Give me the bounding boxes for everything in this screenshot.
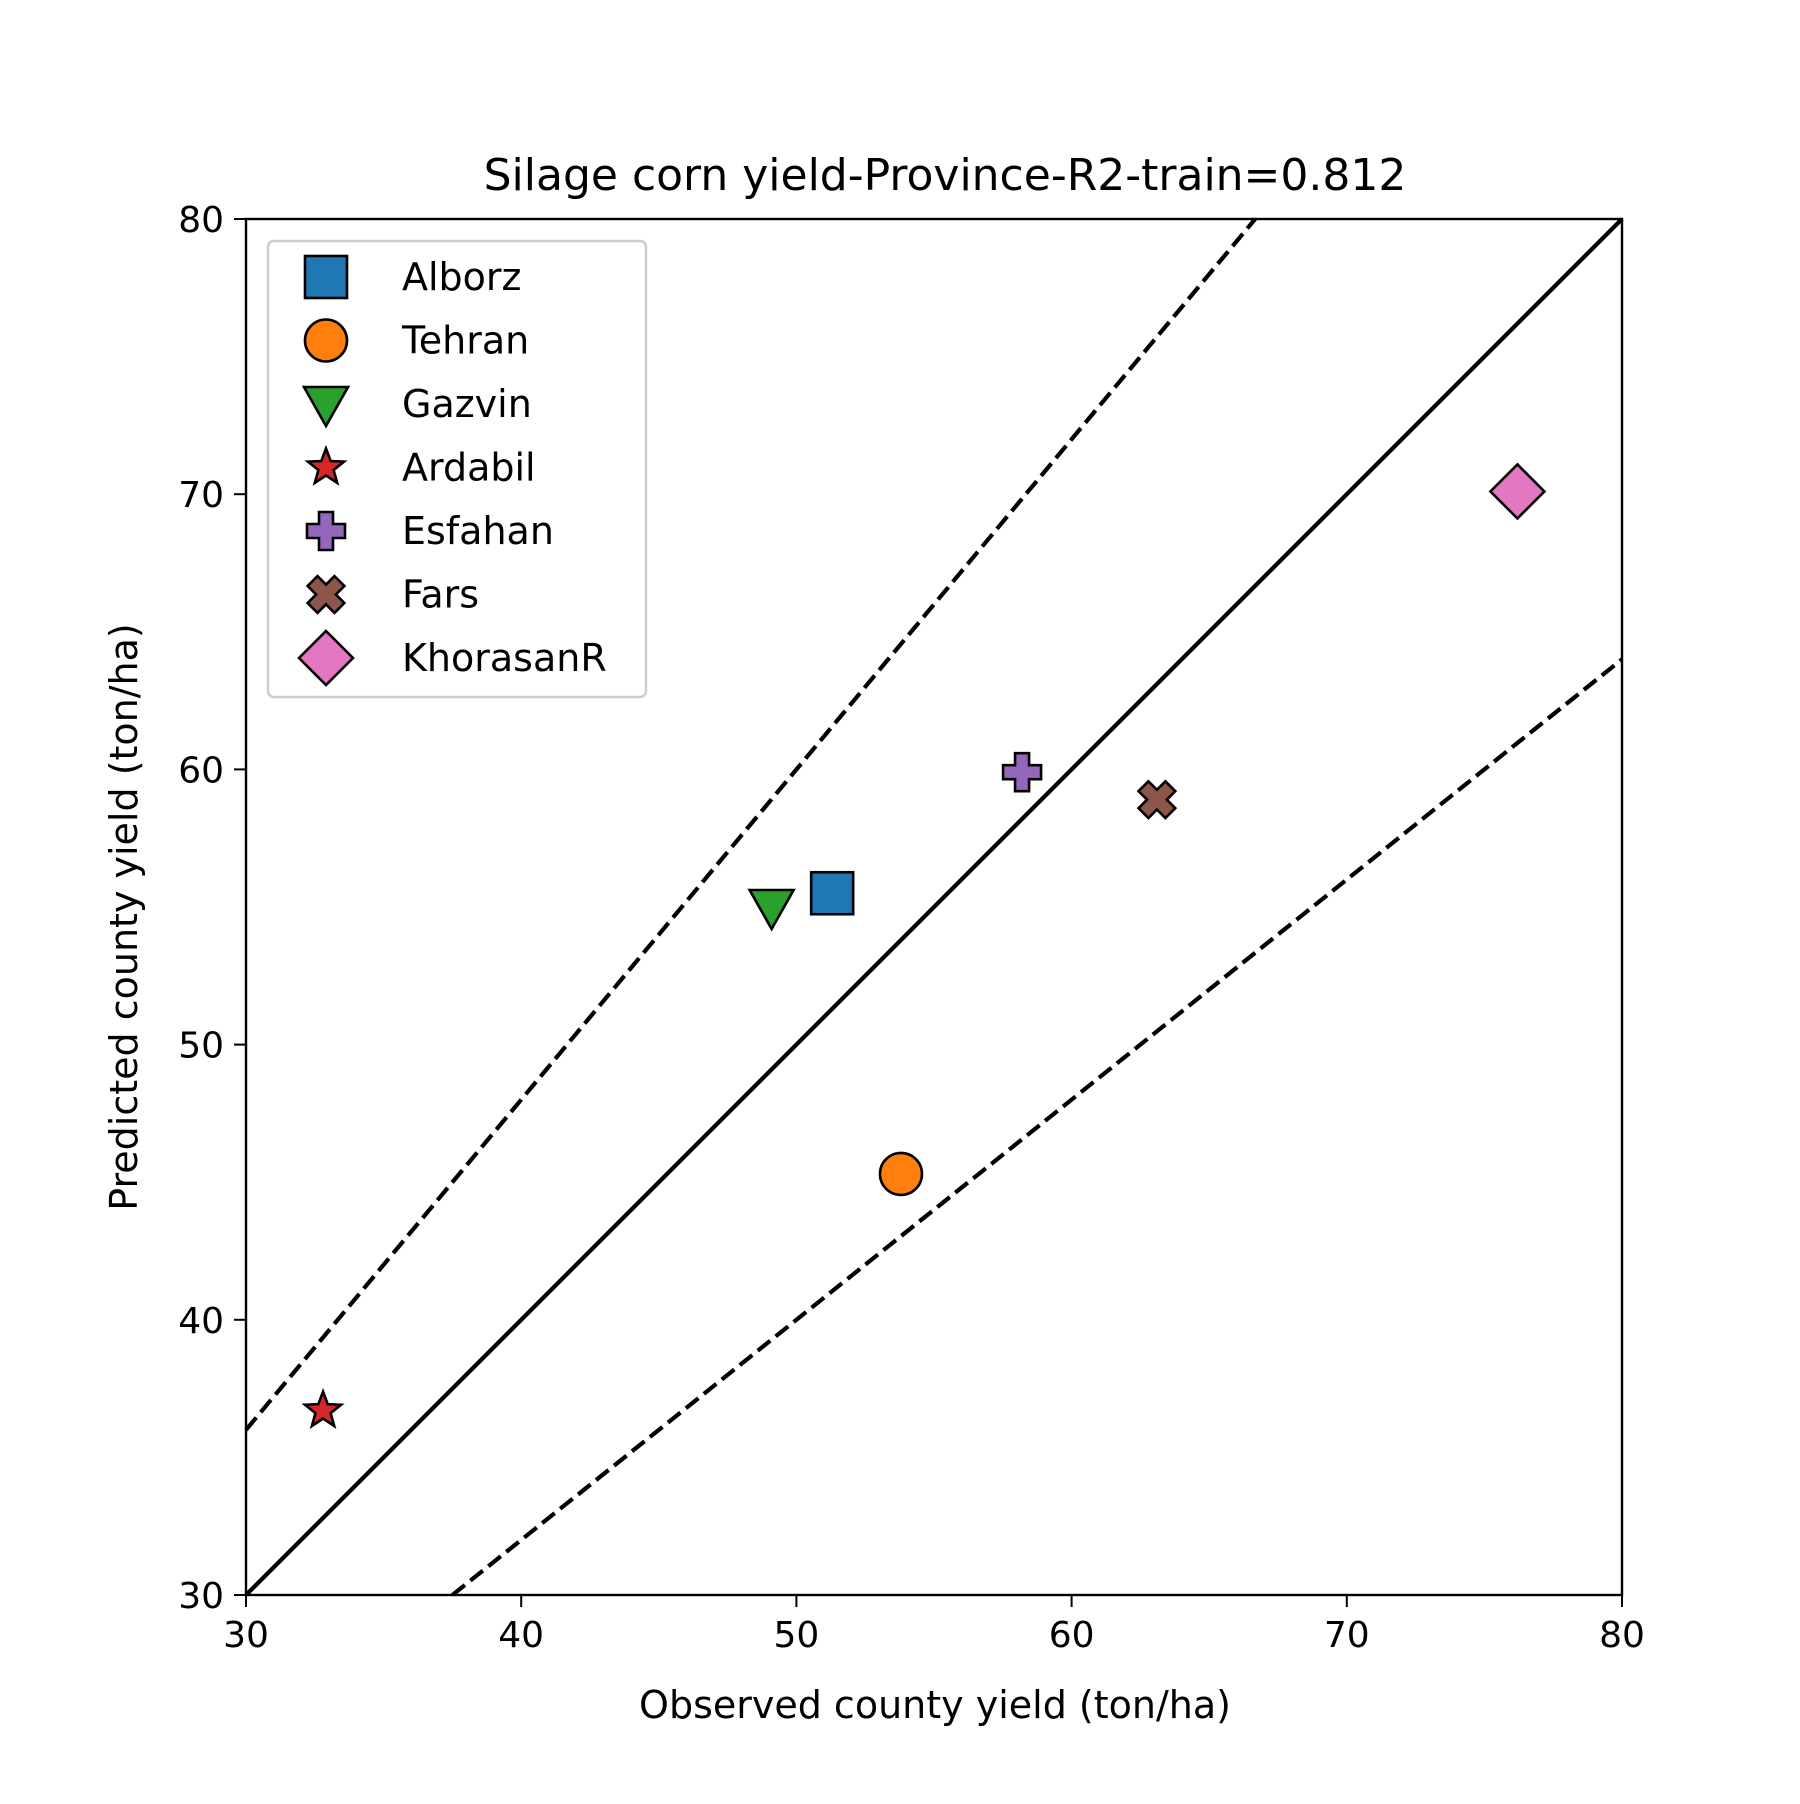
reference-line-1-to-1 (244, 217, 1624, 1597)
x-tick-label: 60 (1049, 1615, 1095, 1656)
legend-marker-tehran (303, 318, 349, 363)
legend-marker-ardabil (304, 444, 348, 486)
data-point-gazvin (747, 888, 796, 932)
y-tick-label: 70 (178, 475, 224, 516)
data-point-khorasanr (1488, 462, 1547, 521)
legend-label-esfahan: Esfahan (402, 509, 554, 553)
legend-marker-gazvin (301, 385, 351, 429)
x-tick-label: 40 (498, 1615, 544, 1656)
x-axis-ticks: 30 40 50 60 70 80 (223, 1595, 1645, 1656)
legend-label-khorasanr: KhorasanR (402, 636, 607, 680)
plot-area-frame (244, 217, 1624, 1597)
legend-label-ardabil: Ardabil (402, 446, 536, 490)
y-tick-label: 40 (178, 1301, 224, 1342)
y-tick-label: 50 (178, 1026, 224, 1067)
y-axis-ticks: 30 40 50 60 70 80 (178, 200, 246, 1617)
data-point-fars (1136, 779, 1178, 820)
legend-marker-khorasanr (297, 629, 355, 687)
x-tick-label: 30 (223, 1615, 269, 1656)
legend-label-gazvin: Gazvin (402, 382, 532, 426)
legend: Alborz Tehran Gazvin Ardabil Esfahan Fars Khor… (266, 239, 648, 699)
data-point-esfahan (1001, 751, 1043, 793)
data-point-tehran (878, 1151, 924, 1197)
data-markers (301, 462, 1547, 1429)
legend-box (266, 239, 648, 699)
y-tick-label: 80 (178, 200, 224, 241)
legend-label-alborz: Alborz (402, 255, 522, 299)
chart-title: Silage corn yield-Province-R2-train=0.81… (484, 150, 1407, 201)
y-tick-label: 60 (178, 750, 224, 791)
reference-line-lower (451, 657, 1624, 1597)
legend-marker-fars (305, 574, 347, 615)
reference-line-upper (244, 217, 1257, 1432)
legend-marker-esfahan (305, 510, 347, 552)
x-tick-label: 70 (1324, 1615, 1370, 1656)
legend-marker-alborz (303, 254, 349, 300)
y-axis-label: Predicted county yield (ton/ha) (102, 623, 146, 1210)
data-point-alborz (809, 870, 855, 916)
y-tick-label: 30 (178, 1576, 224, 1617)
x-tick-label: 50 (773, 1615, 819, 1656)
legend-label-fars: Fars (402, 573, 479, 617)
legend-label-tehran: Tehran (401, 319, 529, 363)
x-tick-label: 80 (1599, 1615, 1645, 1656)
x-axis-label: Observed county yield (ton/ha) (639, 1683, 1231, 1727)
data-point-ardabil (301, 1387, 345, 1429)
reference-lines (244, 217, 1624, 1597)
